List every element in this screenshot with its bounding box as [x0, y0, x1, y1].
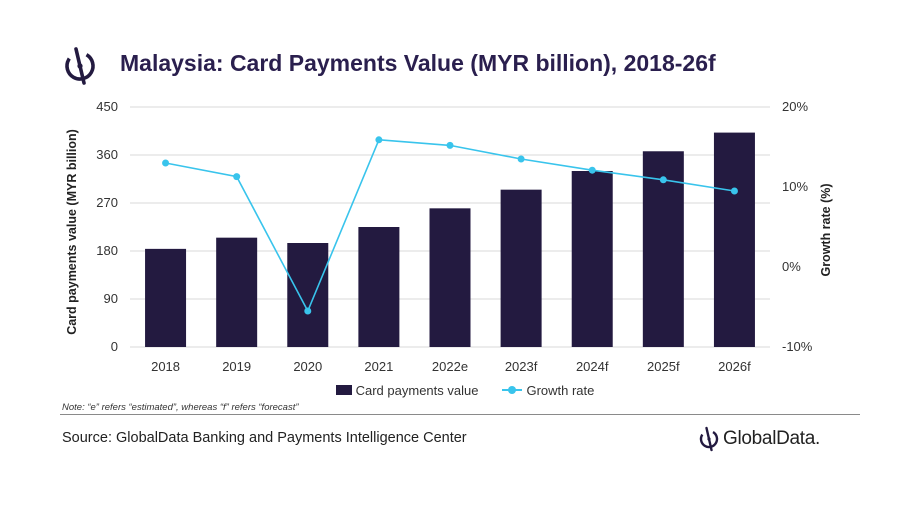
- bar-series: [145, 132, 755, 347]
- growth-point: [517, 155, 525, 163]
- growth-point: [730, 187, 738, 195]
- legend-label-card-payments: Card payments value: [355, 382, 479, 398]
- right-axis-ticks: -10% 0% 10% 20%: [782, 99, 813, 354]
- y-axis-label: Card payments value (MYR billion): [65, 129, 79, 335]
- brand-logo: GlobalData.: [698, 426, 820, 452]
- legend-swatch-line: [502, 385, 523, 395]
- legend-item-growth-rate: Growth rate: [502, 381, 594, 399]
- y-tick-label: 0: [111, 339, 118, 354]
- bar: [358, 227, 400, 347]
- y-tick-label: 270: [96, 195, 118, 210]
- y-tick-label: 360: [96, 147, 118, 162]
- legend: Card payments value Growth rate: [0, 381, 900, 399]
- bar: [145, 248, 187, 347]
- left-axis-ticks: 0 90 180 270 360 450: [96, 99, 118, 354]
- legend-swatch-bar: [335, 385, 352, 395]
- growth-line-series: [162, 136, 738, 315]
- x-tick-label: 2018: [151, 359, 180, 374]
- legend-item-card-payments: Card payments value: [335, 381, 479, 399]
- bar: [571, 171, 613, 347]
- x-tick-label: 2024f: [576, 359, 609, 374]
- y-tick-label: 90: [104, 291, 118, 306]
- y2-tick-label: -10%: [782, 339, 813, 354]
- x-tick-label: 2023f: [505, 359, 538, 374]
- bar: [287, 243, 329, 347]
- y2-tick-label: 10%: [782, 179, 808, 194]
- growth-point: [588, 166, 596, 174]
- growth-point: [162, 159, 170, 167]
- x-tick-label: 2025f: [647, 359, 680, 374]
- growth-point: [375, 136, 383, 144]
- bar: [429, 208, 471, 347]
- legend-label-growth-rate: Growth rate: [526, 382, 595, 398]
- x-tick-label: 2021: [364, 359, 393, 374]
- growth-point: [304, 307, 312, 315]
- y-tick-label: 180: [96, 243, 118, 258]
- y2-tick-label: 0%: [782, 259, 801, 274]
- x-tick-label: 2022e: [432, 359, 468, 374]
- x-tick-label: 2020: [293, 359, 322, 374]
- bar: [216, 237, 258, 347]
- x-axis-ticks: 2018 2019 2020 2021 2022e 2023f 2024f 2025f 2026…: [151, 359, 751, 374]
- footnote: Note: “e” refers “estimated”, whereas “f…: [62, 402, 299, 413]
- divider: [60, 414, 860, 415]
- growth-point: [446, 141, 454, 149]
- bar: [500, 189, 542, 347]
- chart-title: Malaysia: Card Payments Value (MYR billi…: [120, 50, 716, 76]
- y2-axis-label: Growth rate (%): [819, 183, 833, 276]
- bar: [642, 151, 684, 347]
- growth-point: [233, 173, 241, 181]
- x-tick-label: 2019: [222, 359, 251, 374]
- growth-point: [659, 176, 667, 184]
- source-text: Source: GlobalData Banking and Payments …: [62, 430, 467, 446]
- brand-name: GlobalData.: [723, 428, 821, 449]
- y-tick-label: 450: [96, 99, 118, 114]
- globaldata-emblem-icon: [65, 47, 95, 85]
- x-tick-label: 2026f: [718, 359, 751, 374]
- bar: [713, 132, 755, 347]
- y2-tick-label: 20%: [782, 99, 808, 114]
- globaldata-emblem-icon: [699, 426, 719, 452]
